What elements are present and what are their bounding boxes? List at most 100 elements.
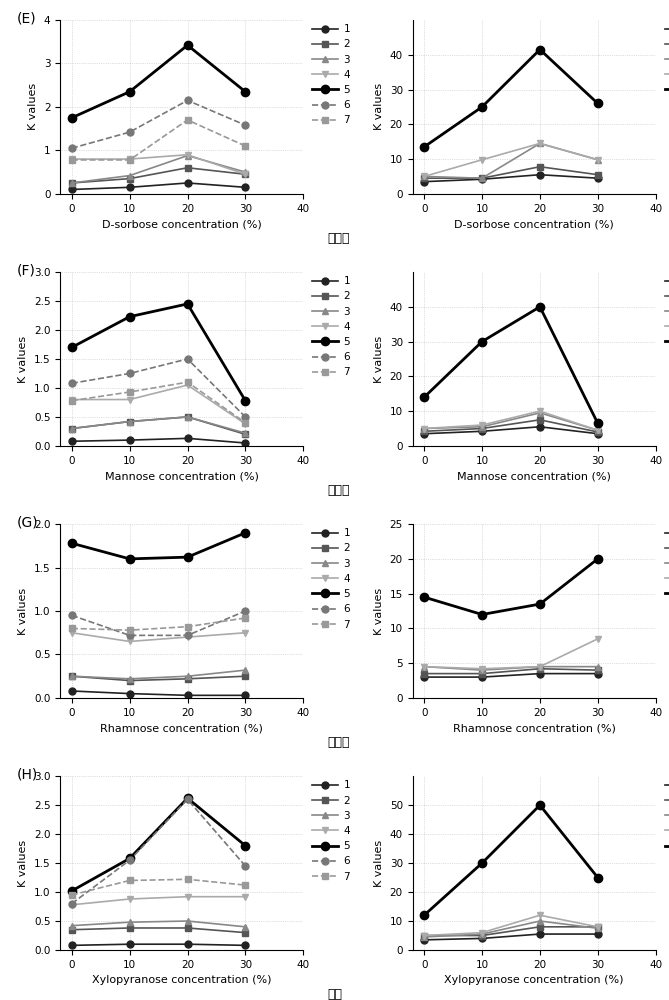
12 [420, 909, 428, 921]
6 [126, 629, 134, 641]
10 [420, 423, 428, 435]
3 [126, 673, 134, 685]
Text: 鼠李糖: 鼠李糖 [328, 736, 350, 749]
9 [478, 423, 486, 435]
7 [242, 612, 250, 624]
Line: 2: 2 [68, 925, 249, 936]
Line: 10: 10 [421, 409, 601, 434]
7 [126, 874, 134, 886]
1 [183, 938, 191, 950]
Legend: 8, 9, 10, 11, 12: 8, 9, 10, 11, 12 [660, 524, 669, 603]
Line: 11: 11 [421, 140, 601, 180]
10 [536, 661, 544, 673]
7 [68, 889, 76, 901]
10 [478, 172, 486, 184]
X-axis label: Rhamnose concentration (%): Rhamnose concentration (%) [100, 723, 263, 733]
3 [183, 150, 191, 162]
11 [478, 419, 486, 431]
Y-axis label: K values: K values [18, 840, 28, 887]
Line: 2: 2 [68, 164, 249, 186]
8 [536, 668, 544, 680]
8 [478, 173, 486, 185]
2 [68, 177, 76, 189]
11 [536, 137, 544, 149]
5 [126, 852, 134, 864]
1 [68, 685, 76, 697]
2 [242, 168, 250, 180]
Line: 7: 7 [68, 379, 249, 426]
6 [68, 898, 76, 910]
8 [478, 932, 486, 944]
8 [478, 425, 486, 437]
X-axis label: Mannose concentration (%): Mannose concentration (%) [457, 471, 611, 481]
11 [420, 170, 428, 182]
Text: (F): (F) [17, 263, 35, 277]
7 [126, 386, 134, 398]
1 [126, 688, 134, 700]
X-axis label: Xylopyranose concentration (%): Xylopyranose concentration (%) [92, 975, 272, 985]
12 [594, 553, 602, 565]
6 [126, 126, 134, 138]
Line: 7: 7 [68, 876, 249, 898]
12 [536, 598, 544, 610]
4 [126, 153, 134, 165]
Line: 5: 5 [68, 529, 250, 563]
12 [536, 44, 544, 56]
3 [242, 664, 250, 676]
3 [242, 166, 250, 178]
2 [68, 670, 76, 682]
3 [242, 427, 250, 439]
Line: 10: 10 [421, 140, 601, 182]
9 [594, 664, 602, 676]
Line: 2: 2 [68, 413, 249, 438]
2 [126, 173, 134, 185]
9 [536, 414, 544, 426]
4 [183, 379, 191, 391]
Line: 3: 3 [68, 413, 249, 437]
X-axis label: D-sorbose concentration (%): D-sorbose concentration (%) [102, 219, 262, 229]
Text: 甘露糖: 甘露糖 [328, 484, 350, 497]
6 [68, 609, 76, 621]
3 [242, 921, 250, 933]
Line: 4: 4 [68, 893, 249, 908]
9 [594, 169, 602, 181]
8 [536, 928, 544, 940]
4 [126, 635, 134, 647]
X-axis label: Mannose concentration (%): Mannose concentration (%) [105, 471, 259, 481]
8 [536, 169, 544, 181]
12 [536, 301, 544, 313]
3 [183, 670, 191, 682]
5 [242, 86, 250, 98]
3 [126, 416, 134, 428]
8 [420, 176, 428, 188]
Legend: 1, 2, 3, 4, 5, 6, 7: 1, 2, 3, 4, 5, 6, 7 [308, 524, 355, 634]
9 [478, 930, 486, 942]
7 [183, 114, 191, 126]
4 [68, 899, 76, 911]
5 [126, 553, 134, 565]
11 [536, 405, 544, 417]
3 [126, 170, 134, 182]
6 [68, 377, 76, 389]
4 [242, 891, 250, 903]
Legend: 8, 9, 10, 11, 12: 8, 9, 10, 11, 12 [660, 20, 669, 99]
Line: 6: 6 [68, 796, 249, 907]
10 [594, 424, 602, 436]
9 [536, 161, 544, 173]
Line: 6: 6 [68, 355, 249, 420]
Y-axis label: K values: K values [18, 335, 28, 383]
Line: 6: 6 [68, 97, 249, 152]
Y-axis label: K values: K values [374, 587, 384, 635]
4 [68, 627, 76, 639]
3 [68, 920, 76, 932]
5 [126, 86, 134, 98]
Line: 7: 7 [68, 615, 249, 634]
9 [478, 668, 486, 680]
4 [242, 418, 250, 430]
Line: 8: 8 [421, 171, 601, 185]
2 [242, 428, 250, 440]
10 [536, 915, 544, 927]
4 [242, 627, 250, 639]
11 [478, 663, 486, 675]
2 [242, 670, 250, 682]
